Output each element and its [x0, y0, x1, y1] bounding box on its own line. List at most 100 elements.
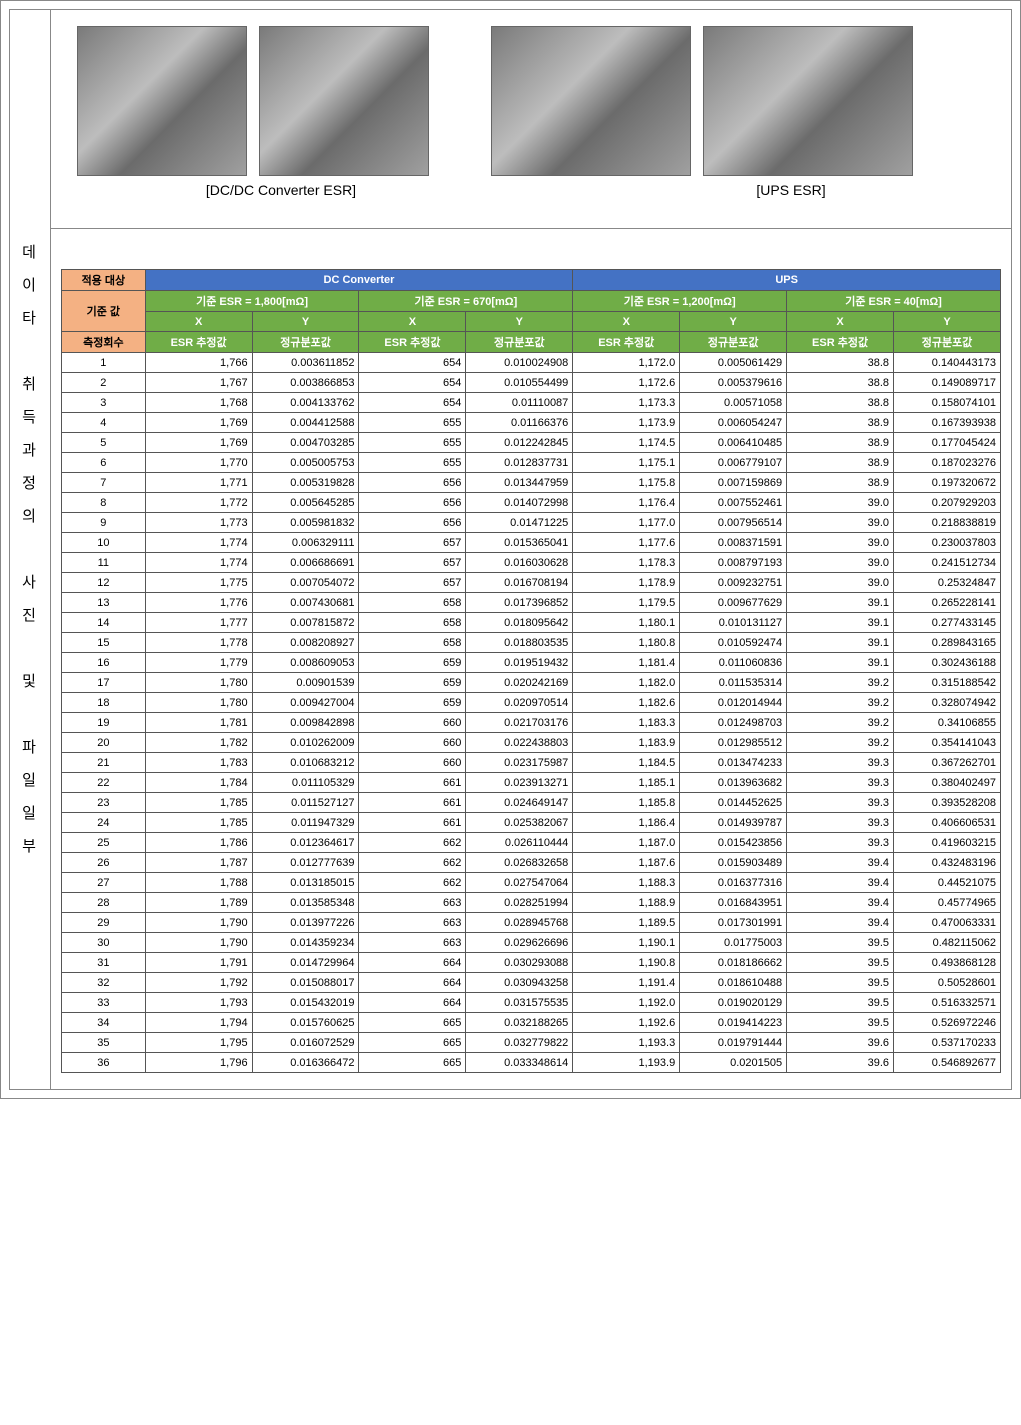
cell-value: 39.5	[787, 953, 894, 973]
cell-value: 0.028945768	[466, 913, 573, 933]
page: 데 이 타 취 득 과 정 의 사 진 및 파 일 일 부 [DC/DC Con…	[0, 0, 1021, 1099]
cell-value: 0.015423856	[680, 833, 787, 853]
cell-value: 0.546892677	[894, 1053, 1001, 1073]
cell-value: 0.003866853	[252, 373, 359, 393]
cell-value: 0.432483196	[894, 853, 1001, 873]
cell-index: 32	[62, 973, 146, 993]
cell-index: 22	[62, 773, 146, 793]
cell-value: 0.020242169	[466, 673, 573, 693]
cell-value: 0.019414223	[680, 1013, 787, 1033]
cell-value: 0.014729964	[252, 953, 359, 973]
cell-value: 39.2	[787, 733, 894, 753]
cell-index: 27	[62, 873, 146, 893]
cell-value: 1,176.4	[573, 493, 680, 513]
hdr-y1: Y	[252, 312, 359, 332]
cell-index: 23	[62, 793, 146, 813]
hdr-ref: 기준 값	[62, 291, 146, 332]
cell-value: 0.033348614	[466, 1053, 573, 1073]
cell-value: 0.022438803	[466, 733, 573, 753]
hdr-x3: X	[573, 312, 680, 332]
cell-value: 38.9	[787, 413, 894, 433]
cell-index: 9	[62, 513, 146, 533]
cell-value: 1,769	[145, 433, 252, 453]
cell-value: 39.5	[787, 973, 894, 993]
cell-value: 39.1	[787, 593, 894, 613]
cell-value: 1,781	[145, 713, 252, 733]
cell-value: 38.8	[787, 353, 894, 373]
cell-value: 0.026832658	[466, 853, 573, 873]
cell-value: 0.393528208	[894, 793, 1001, 813]
cell-value: 0.016843951	[680, 893, 787, 913]
cell-value: 1,785	[145, 793, 252, 813]
cell-value: 1,183.9	[573, 733, 680, 753]
cell-value: 0.50528601	[894, 973, 1001, 993]
cell-value: 0.009677629	[680, 593, 787, 613]
cell-value: 0.004703285	[252, 433, 359, 453]
cell-value: 1,776	[145, 593, 252, 613]
cell-value: 0.019020129	[680, 993, 787, 1013]
table-row: 351,7950.0160725296650.0327798221,193.30…	[62, 1033, 1001, 1053]
cell-value: 0.277433145	[894, 613, 1001, 633]
cell-value: 0.003611852	[252, 353, 359, 373]
cell-value: 1,782	[145, 733, 252, 753]
cell-value: 0.006329111	[252, 533, 359, 553]
cell-value: 0.010683212	[252, 753, 359, 773]
cell-value: 39.5	[787, 933, 894, 953]
cell-value: 0.006054247	[680, 413, 787, 433]
cell-value: 655	[359, 433, 466, 453]
sidebar-text: 데 이 타 취 득 과 정 의 사 진 및 파 일 일 부	[22, 236, 38, 863]
cell-value: 665	[359, 1033, 466, 1053]
cell-value: 665	[359, 1013, 466, 1033]
cell-value: 0.006410485	[680, 433, 787, 453]
cell-value: 0.00571058	[680, 393, 787, 413]
cell-value: 0.018803535	[466, 633, 573, 653]
cell-value: 0.006686691	[252, 553, 359, 573]
table-row: 181,7800.0094270046590.0209705141,182.60…	[62, 693, 1001, 713]
cell-value: 38.9	[787, 473, 894, 493]
cell-value: 0.013185015	[252, 873, 359, 893]
table-row: 341,7940.0157606256650.0321882651,192.60…	[62, 1013, 1001, 1033]
cell-value: 654	[359, 393, 466, 413]
hdr-dist4: 정규분포값	[894, 332, 1001, 353]
table-head: 적용 대상 DC Converter UPS 기준 값 기준 ESR = 1,8…	[62, 270, 1001, 353]
photo-ups-1	[491, 26, 691, 176]
cell-value: 657	[359, 533, 466, 553]
cell-value: 0.008609053	[252, 653, 359, 673]
cell-value: 0.354141043	[894, 733, 1001, 753]
cell-value: 1,792	[145, 973, 252, 993]
cell-value: 0.367262701	[894, 753, 1001, 773]
cell-index: 34	[62, 1013, 146, 1033]
hdr-ref-3: 기준 ESR = 1,200[mΩ]	[573, 291, 787, 312]
cell-value: 39.0	[787, 493, 894, 513]
cell-value: 1,172.0	[573, 353, 680, 373]
cell-value: 0.023175987	[466, 753, 573, 773]
cell-value: 0.526972246	[894, 1013, 1001, 1033]
cell-value: 1,774	[145, 553, 252, 573]
cell-value: 0.018095642	[466, 613, 573, 633]
cell-index: 19	[62, 713, 146, 733]
cell-value: 0.007956514	[680, 513, 787, 533]
cell-value: 1,766	[145, 353, 252, 373]
cell-value: 654	[359, 373, 466, 393]
cell-value: 664	[359, 993, 466, 1013]
table-row: 261,7870.0127776396620.0268326581,187.60…	[62, 853, 1001, 873]
cell-value: 1,178.9	[573, 573, 680, 593]
cell-value: 0.012985512	[680, 733, 787, 753]
cell-value: 39.5	[787, 993, 894, 1013]
cell-value: 0.016366472	[252, 1053, 359, 1073]
cell-value: 1,780	[145, 693, 252, 713]
cell-value: 1,767	[145, 373, 252, 393]
cell-value: 0.014939787	[680, 813, 787, 833]
cell-value: 654	[359, 353, 466, 373]
cell-value: 39.0	[787, 513, 894, 533]
cell-value: 0.015760625	[252, 1013, 359, 1033]
cell-index: 5	[62, 433, 146, 453]
cell-value: 0.007159869	[680, 473, 787, 493]
cell-index: 25	[62, 833, 146, 853]
table-row: 51,7690.0047032856550.0122428451,174.50.…	[62, 433, 1001, 453]
table-row: 221,7840.0111053296610.0239132711,185.10…	[62, 773, 1001, 793]
cell-value: 0.016072529	[252, 1033, 359, 1053]
cell-value: 0.021703176	[466, 713, 573, 733]
hdr-y3: Y	[680, 312, 787, 332]
cell-index: 21	[62, 753, 146, 773]
